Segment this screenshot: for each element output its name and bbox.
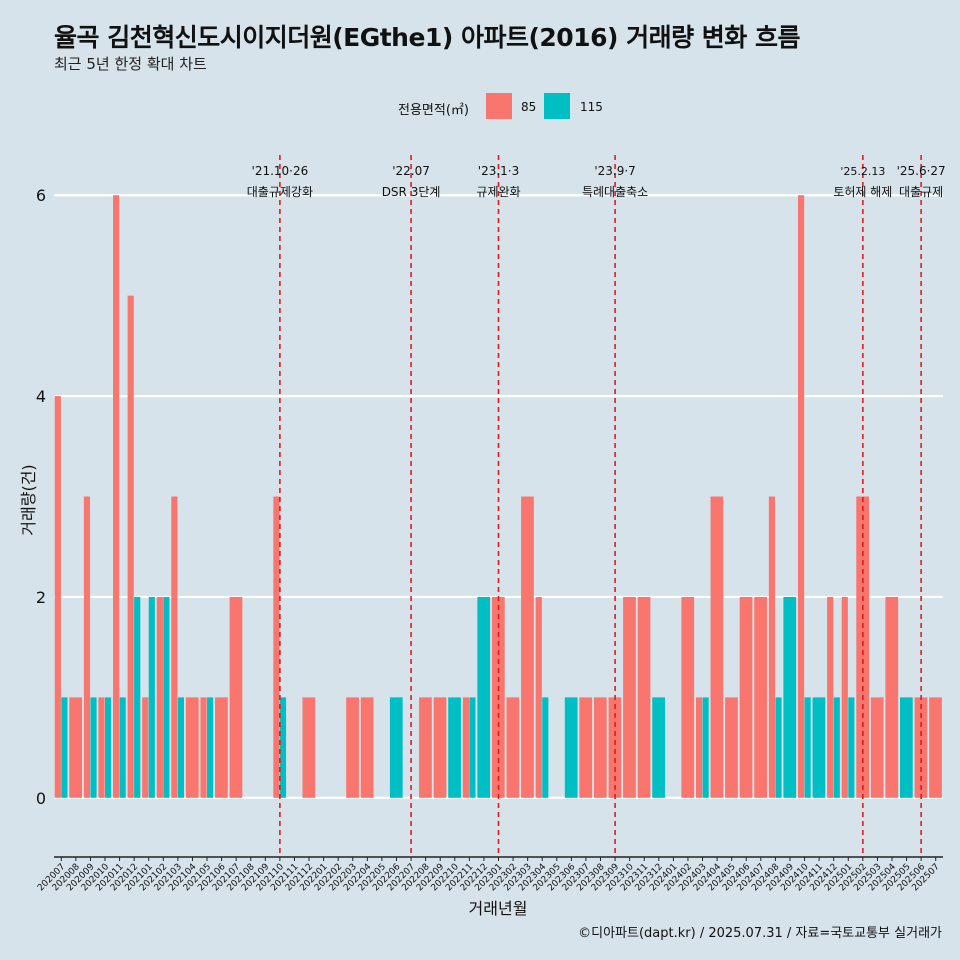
chart-title: 율곡 김천혁신도시이지더원(EGthe1) 아파트(2016) 거래량 변화 흐… [54, 23, 801, 52]
bar-85-202408 [768, 496, 776, 798]
bar-115-202501 [848, 697, 855, 798]
bar-85-202303 [521, 496, 534, 798]
event-date: '23.9·7 [594, 164, 635, 178]
event-label: 대출규제강화 [247, 185, 313, 199]
bar-85-202009 [83, 496, 91, 798]
bar-85-202204 [360, 697, 374, 798]
bar-115-202304 [542, 697, 549, 798]
event-date: '25.2.13 [840, 165, 885, 178]
source-caption: ©디아파트(dapt.kr) / 2025.07.31 / 자료=국토교통부 실… [578, 926, 942, 941]
bar-85-202502 [856, 496, 870, 798]
bar-85-202404 [710, 496, 724, 798]
bar-115-202411 [812, 697, 826, 798]
bar-85-202104 [185, 697, 199, 798]
event-date: '21.10·26 [252, 164, 309, 178]
bar-85-202101 [142, 697, 149, 798]
y-tick-label: 0 [36, 789, 46, 808]
bar-85-202110 [273, 496, 280, 798]
bar-115-202306 [564, 697, 578, 798]
bar-115-202010 [105, 697, 112, 798]
bar-85-202410 [797, 195, 805, 798]
bar-85-202402 [681, 596, 695, 798]
bar-85-202405 [725, 697, 738, 798]
event-date: '23.1·3 [478, 164, 519, 178]
bar-85-202107 [229, 596, 243, 798]
bar-115-202009 [90, 697, 97, 798]
bar-85-202302 [506, 697, 520, 798]
bar-85-202012 [127, 295, 134, 798]
y-tick-label: 4 [36, 387, 46, 406]
bar-85-202106 [215, 697, 228, 798]
bar-85-202309 [608, 697, 622, 798]
event-label: 대출규제 [899, 185, 943, 199]
bar-115-202408 [775, 697, 782, 798]
event-label: DSR 3단계 [382, 185, 441, 199]
bar-115-202102 [163, 596, 170, 798]
bar-115-202110 [279, 697, 287, 798]
bar-85-202010 [98, 697, 105, 798]
bar-115-202012 [134, 596, 141, 798]
x-axis-title: 거래년월 [469, 899, 528, 918]
bar-85-202311 [637, 596, 651, 798]
bar-85-202406 [739, 596, 753, 798]
bar-85-202412 [827, 596, 834, 798]
bar-85-202501 [841, 596, 848, 798]
bar-85-202403 [695, 697, 703, 798]
bar-115-202105 [207, 697, 214, 798]
event-date: '22.07 [392, 164, 430, 178]
bar-115-202101 [148, 596, 155, 798]
event-label: 특례대출축소 [582, 185, 648, 199]
bar-115-202007 [61, 697, 68, 798]
bar-85-202105 [200, 697, 207, 798]
chart-subtitle: 최근 5년 한정 확대 차트 [54, 55, 207, 73]
legend-title: 전용면적(㎡) [398, 103, 469, 118]
bar-85-202008 [69, 697, 83, 798]
y-axis-title: 거래량(건) [19, 464, 38, 535]
bar-85-202211 [462, 697, 469, 798]
event-label: 규제완화 [476, 185, 520, 199]
legend-label-115: 115 [580, 100, 603, 114]
bar-85-202304 [535, 596, 542, 798]
bar-115-202409 [783, 596, 797, 798]
bar-85-202504 [885, 596, 899, 798]
bar-85-202506 [914, 697, 928, 798]
bar-85-202310 [623, 596, 636, 798]
bar-115-202210 [448, 697, 461, 798]
event-date: '25.6·27 [897, 164, 946, 178]
bar-85-202007 [54, 396, 61, 798]
bar-85-202203 [346, 697, 359, 798]
legend-label-85: 85 [521, 100, 537, 114]
bar-85-202407 [754, 596, 767, 798]
bar-85-202208 [419, 697, 432, 798]
bar-85-202011 [113, 195, 120, 798]
legend-swatch-115 [544, 93, 570, 119]
bar-85-202209 [433, 697, 447, 798]
y-tick-label: 2 [36, 588, 46, 607]
bar-115-202312 [652, 697, 665, 798]
legend-swatch-85 [486, 93, 512, 119]
bar-115-202103 [177, 697, 185, 798]
bar-85-202112 [302, 697, 316, 798]
bar-115-202412 [833, 697, 840, 798]
bar-85-202102 [156, 596, 163, 798]
bar-85-202307 [579, 697, 593, 798]
bar-115-202410 [804, 697, 811, 798]
bar-115-202011 [119, 697, 126, 798]
bar-115-202403 [702, 697, 709, 798]
bar-85-202308 [593, 697, 607, 798]
event-label: 토허제 해제 [833, 185, 892, 199]
y-tick-label: 6 [36, 186, 46, 205]
bar-85-202103 [171, 496, 178, 798]
bar-115-202212 [477, 596, 491, 798]
legend: 전용면적(㎡) 85 115 [0, 93, 960, 121]
bar-115-202206 [389, 697, 403, 798]
bar-85-202503 [870, 697, 884, 798]
bar-115-202211 [469, 697, 476, 798]
bar-85-202507 [929, 697, 942, 798]
bar-115-202505 [900, 697, 913, 798]
